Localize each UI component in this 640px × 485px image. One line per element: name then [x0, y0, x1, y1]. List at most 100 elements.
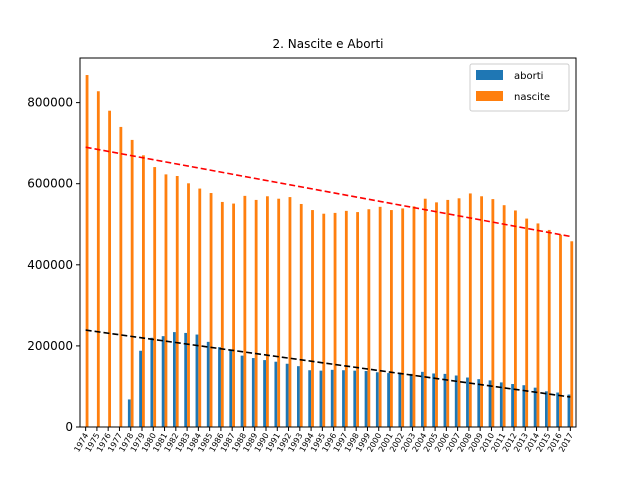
bar-aborti-2017: [567, 394, 571, 427]
bar-aborti-1984: [195, 334, 199, 427]
bar-nascite-2016: [559, 234, 562, 427]
bar-nascite-2000: [378, 206, 382, 427]
bar-aborti-1985: [206, 341, 210, 427]
bar-nascite-1988: [243, 195, 247, 427]
bar-nascite-1980: [153, 167, 157, 427]
bar-aborti-1995: [319, 370, 323, 427]
bar-nascite-1993: [299, 203, 303, 427]
y-tick-label: 600000: [27, 177, 73, 191]
bar-aborti-1980: [150, 337, 154, 427]
bar-aborti-2011: [499, 382, 503, 427]
bar-nascite-2017: [570, 241, 574, 427]
bar-aborti-1988: [240, 355, 244, 427]
bar-aborti-2016: [556, 392, 560, 427]
bar-nascite-1998: [356, 212, 359, 427]
bar-nascite-2015: [547, 229, 551, 427]
bar-aborti-1987: [229, 349, 233, 427]
bar-nascite-1991: [277, 198, 281, 427]
bar-aborti-2013: [522, 385, 526, 427]
bar-nascite-2005: [435, 202, 438, 427]
chart-title: 2. Nascite e Aborti: [272, 37, 383, 51]
legend-label-aborti: aborti: [514, 71, 543, 82]
bar-nascite-1987: [232, 203, 235, 427]
bar-aborti-1994: [308, 370, 312, 427]
bar-aborti-1993: [297, 366, 300, 427]
trendline-nascite: [85, 146, 571, 238]
bar-aborti-2003: [409, 373, 413, 427]
bar-nascite-1990: [266, 196, 269, 427]
bar-aborti-1981: [161, 336, 165, 427]
bar-aborti-2002: [398, 372, 402, 427]
bar-aborti-2006: [443, 373, 447, 427]
bar-aborti-2004: [421, 371, 424, 427]
bar-aborti-1998: [353, 370, 357, 427]
bar-nascite-2009: [480, 196, 483, 427]
bar-aborti-2005: [432, 373, 436, 427]
bar-aborti-2000: [375, 372, 379, 427]
bar-nascite-2012: [514, 210, 517, 427]
bar-aborti-1997: [342, 370, 345, 427]
bar-aborti-1990: [263, 360, 266, 427]
bar-aborti-2007: [454, 375, 458, 427]
bar-nascite-2004: [423, 198, 427, 427]
bar-nascite-2010: [491, 199, 495, 427]
bar-aborti-1982: [173, 332, 176, 427]
bar-nascite-2001: [390, 210, 393, 427]
bar-nascite-1982: [175, 176, 179, 427]
bar-nascite-1992: [288, 197, 292, 427]
bar-aborti-2014: [533, 387, 537, 427]
trendlines-layer: [85, 146, 571, 398]
bar-nascite-1996: [333, 212, 337, 427]
bar-aborti-1986: [218, 347, 221, 427]
bar-nascite-1986: [220, 201, 224, 427]
bar-aborti-1989: [251, 358, 255, 427]
bar-aborti-2008: [466, 377, 469, 427]
bar-nascite-2007: [457, 198, 461, 427]
trendline-aborti: [85, 329, 571, 398]
bar-nascite-1999: [367, 209, 371, 427]
legend-swatch-nascite: [476, 91, 503, 101]
bar-nascite-2006: [446, 199, 450, 427]
bar-aborti-2012: [511, 384, 514, 427]
bar-aborti-1992: [285, 363, 289, 427]
axes-layer: [79, 57, 577, 428]
x-axis-ticks: 1974197519761977197819791980198119821983…: [72, 427, 575, 454]
bar-aborti-1999: [364, 371, 368, 427]
bar-nascite-1979: [142, 155, 145, 427]
bar-aborti-2009: [477, 379, 481, 427]
legend-swatch-aborti: [476, 70, 503, 80]
bar-aborti-2001: [387, 373, 390, 427]
bar-nascite-2013: [525, 218, 529, 427]
bar-aborti-2010: [488, 380, 492, 427]
bar-nascite-2002: [401, 208, 405, 427]
bar-nascite-1975: [96, 91, 100, 427]
y-axis-ticks: 0 200000 400000 600000 800000: [27, 96, 80, 434]
bars-layer: [85, 75, 574, 428]
bar-aborti-1978: [127, 399, 131, 427]
bar-nascite-1978: [130, 139, 134, 427]
bar-nascite-1984: [198, 188, 202, 427]
bar-aborti-2015: [545, 391, 548, 427]
bar-aborti-1979: [139, 350, 142, 427]
bar-nascite-1989: [254, 199, 258, 427]
axes-frame: [79, 57, 577, 428]
bar-aborti-1996: [330, 369, 334, 427]
bar-nascite-1985: [209, 193, 213, 427]
y-tick-label: 800000: [27, 96, 73, 110]
bar-nascite-1974: [85, 75, 89, 427]
bar-aborti-1983: [184, 332, 188, 427]
bar-nascite-1976: [108, 110, 111, 428]
bar-nascite-1995: [322, 213, 326, 427]
bar-nascite-1981: [164, 174, 168, 427]
y-tick-label: 400000: [27, 258, 73, 272]
bar-nascite-2008: [468, 193, 472, 427]
bar-nascite-1983: [187, 183, 190, 427]
legend-label-nascite: nascite: [514, 92, 550, 103]
bar-nascite-2003: [412, 206, 416, 427]
bar-nascite-1994: [311, 210, 314, 427]
y-tick-label: 200000: [27, 339, 73, 353]
bar-nascite-2014: [536, 223, 540, 427]
bar-aborti-1991: [274, 361, 278, 427]
